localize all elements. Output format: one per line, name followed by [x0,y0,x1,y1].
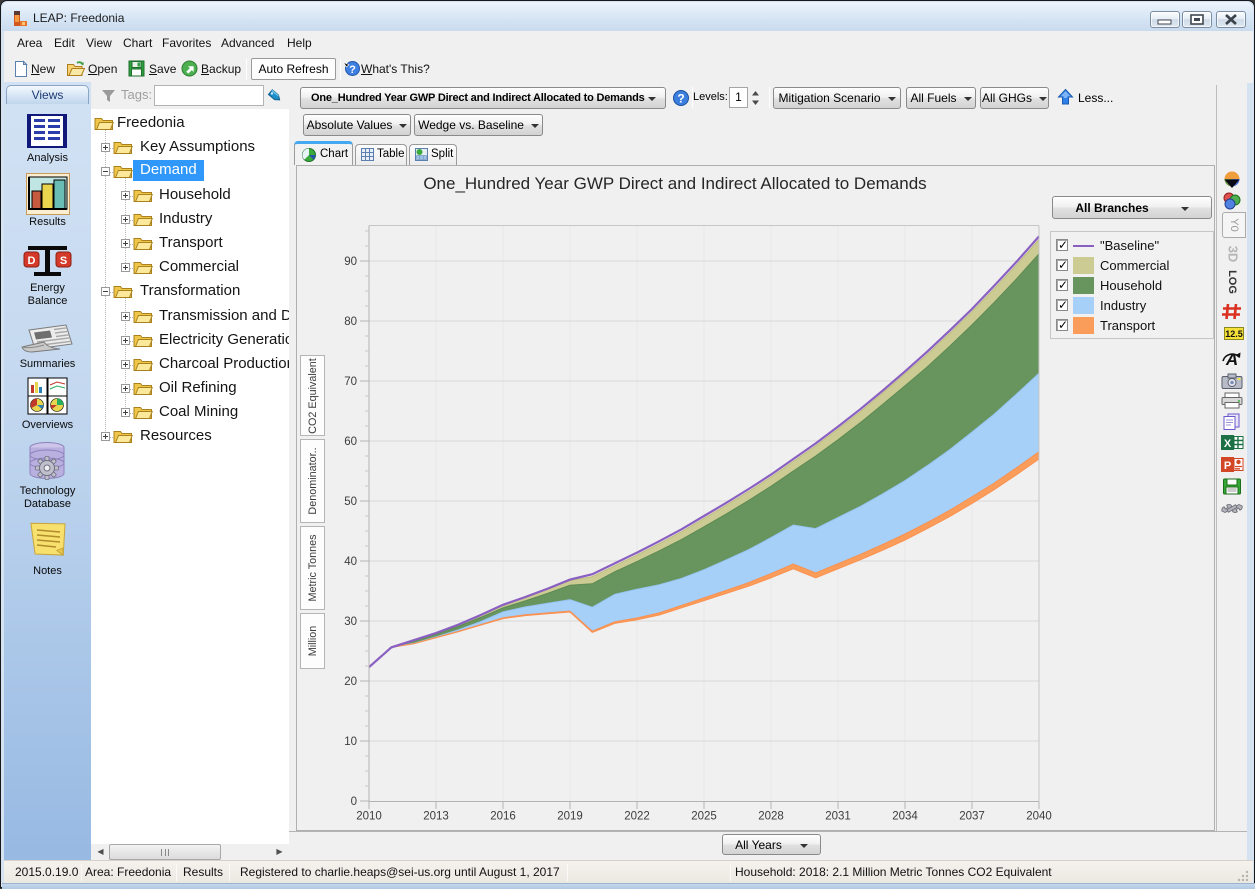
svg-text:60: 60 [344,436,357,448]
svg-text:2022: 2022 [624,811,650,823]
svg-text:30: 30 [344,616,357,628]
svg-text:?: ? [349,64,356,76]
svg-text:20: 20 [344,676,357,688]
svg-text:2013: 2013 [423,811,449,823]
svg-text:50: 50 [344,496,357,508]
svg-text:2040: 2040 [1026,811,1052,823]
svg-text:X: X [1224,438,1232,450]
svg-text:0: 0 [351,796,357,808]
svg-text:10: 10 [344,736,357,748]
svg-text:2028: 2028 [758,811,784,823]
svg-text:P: P [1224,460,1231,472]
svg-text:80: 80 [344,316,357,328]
svg-text:2031: 2031 [825,811,851,823]
svg-text:90: 90 [344,256,357,268]
svg-text:A: A [1225,350,1238,369]
svg-text:2037: 2037 [959,811,985,823]
svg-text:One_Hundred Year GWP Direct an: One_Hundred Year GWP Direct and Indirect… [423,174,926,193]
svg-text:70: 70 [344,376,357,388]
svg-text:2025: 2025 [691,811,717,823]
svg-text:S: S [60,255,67,267]
svg-text:?: ? [677,92,684,106]
svg-text:2010: 2010 [356,811,382,823]
svg-text:2016: 2016 [490,811,516,823]
svg-text:2019: 2019 [557,811,583,823]
svg-text:40: 40 [344,556,357,568]
svg-text:2034: 2034 [892,811,918,823]
svg-text:D: D [28,255,36,267]
